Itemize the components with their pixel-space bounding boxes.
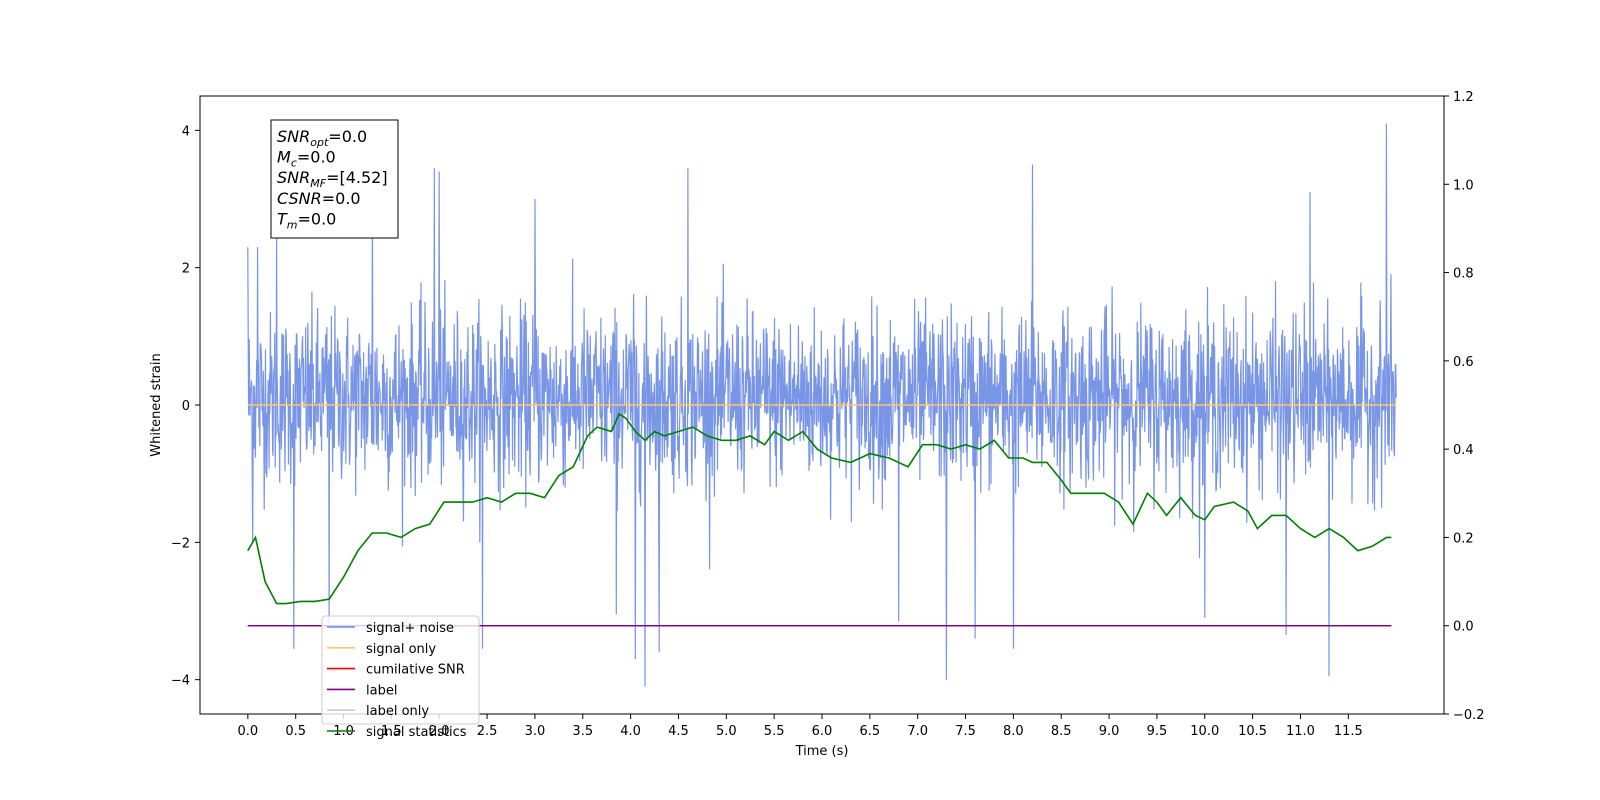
series-signal-noise (247, 123, 1397, 687)
legend-frame (321, 615, 480, 725)
info-box-frame (270, 119, 399, 239)
info-subscript: m (287, 218, 298, 231)
x-tick-label: 8.0 (1003, 724, 1024, 739)
x-tick-label: 11.0 (1286, 724, 1315, 739)
y2-tick-label: 0.6 (1453, 355, 1474, 370)
info-line: Tm=0.0 (277, 209, 336, 231)
legend: signal+ noise signal only cumilative SNR la… (321, 615, 480, 740)
x-tick-label: 6.5 (860, 724, 881, 739)
y-tick-label: 2 (182, 262, 190, 277)
y-axis-title: Whitened strain (149, 353, 164, 456)
info-value: =0.0 (322, 189, 361, 208)
info-line: CSNR=0.0 (277, 189, 361, 208)
info-line: SNRopt=0.0 (277, 127, 367, 149)
x-tick-label: 3.0 (525, 724, 546, 739)
x-tick-label: 6.0 (812, 724, 833, 739)
info-symbol: SNR (277, 127, 310, 146)
legend-label: signal+ noise (366, 621, 454, 636)
x-tick-label: 9.5 (1147, 724, 1168, 739)
info-value: =0.0 (297, 148, 336, 167)
x-tick-label: 11.5 (1334, 724, 1363, 739)
x-axis-title: Time (s) (795, 744, 849, 759)
x-tick-label: 0.0 (238, 724, 259, 739)
x-tick-label: 5.0 (716, 724, 737, 739)
x-tick-label: 5.5 (764, 724, 785, 739)
legend-label: signal only (366, 642, 436, 657)
info-value: =[4.52] (326, 168, 388, 187)
y2-tick-label: 0.8 (1453, 267, 1474, 282)
y2-tick-label: 1.2 (1453, 90, 1474, 105)
y-tick-label: 0 (182, 399, 190, 414)
legend-label: cumilative SNR (366, 663, 465, 678)
x-tick-label: 2.5 (477, 724, 498, 739)
x-axis: 0.0 0.5 1.0 1.5 2.0 2.5 3.0 3.5 4.0 4.5 5.0 5.5 6.0 6… (238, 714, 1363, 739)
x-tick-label: 8.5 (1051, 724, 1072, 739)
x-tick-label: 10.5 (1238, 724, 1267, 739)
x-tick-label: 0.5 (285, 724, 306, 739)
info-symbol: M (277, 148, 291, 167)
y2-tick-label: 1.0 (1453, 178, 1474, 193)
y-tick-label: −4 (171, 674, 190, 689)
x-tick-label: 1.5 (381, 724, 402, 739)
legend-label: label (366, 683, 397, 698)
info-subscript: c (291, 157, 297, 170)
y-axis-left: −4 −2 0 2 4 (171, 124, 200, 689)
legend-label: label only (366, 704, 429, 719)
info-symbol: T (277, 209, 288, 228)
series-signal-statistics (247, 412, 1392, 605)
y-tick-label: −2 (171, 536, 190, 551)
x-tick-label: 7.0 (907, 724, 928, 739)
info-subscript: MF (310, 177, 326, 190)
y-tick-label: 4 (182, 124, 190, 139)
y2-tick-label: 0.4 (1453, 443, 1474, 458)
x-tick-label: 9.0 (1099, 724, 1120, 739)
y2-tick-label: 0.2 (1453, 531, 1474, 546)
x-tick-label: 4.5 (668, 724, 689, 739)
info-value: =0.0 (298, 209, 337, 228)
info-subscript: opt (310, 136, 329, 149)
info-line: Mc=0.0 (277, 148, 336, 170)
x-tick-label: 2.0 (429, 724, 450, 739)
info-box: SNRopt=0.0Mc=0.0SNRMF=[4.52]CSNR=0.0Tm=0… (270, 119, 399, 239)
legend-label: signal statistics (366, 725, 467, 740)
info-symbol: SNR (277, 168, 310, 187)
info-symbol: CSNR (277, 189, 322, 208)
y2-tick-label: −0.2 (1453, 708, 1485, 723)
x-tick-label: 3.5 (572, 724, 593, 739)
y2-tick-label: 0.0 (1453, 620, 1474, 635)
info-line: SNRMF=[4.52] (277, 168, 388, 190)
x-tick-label: 4.0 (620, 724, 641, 739)
info-value: =0.0 (328, 127, 367, 146)
x-tick-label: 7.5 (955, 724, 976, 739)
y-axis-right: −0.2 0.0 0.2 0.4 0.6 0.8 1.0 1.2 (1444, 90, 1485, 723)
x-tick-label: 10.0 (1190, 724, 1219, 739)
